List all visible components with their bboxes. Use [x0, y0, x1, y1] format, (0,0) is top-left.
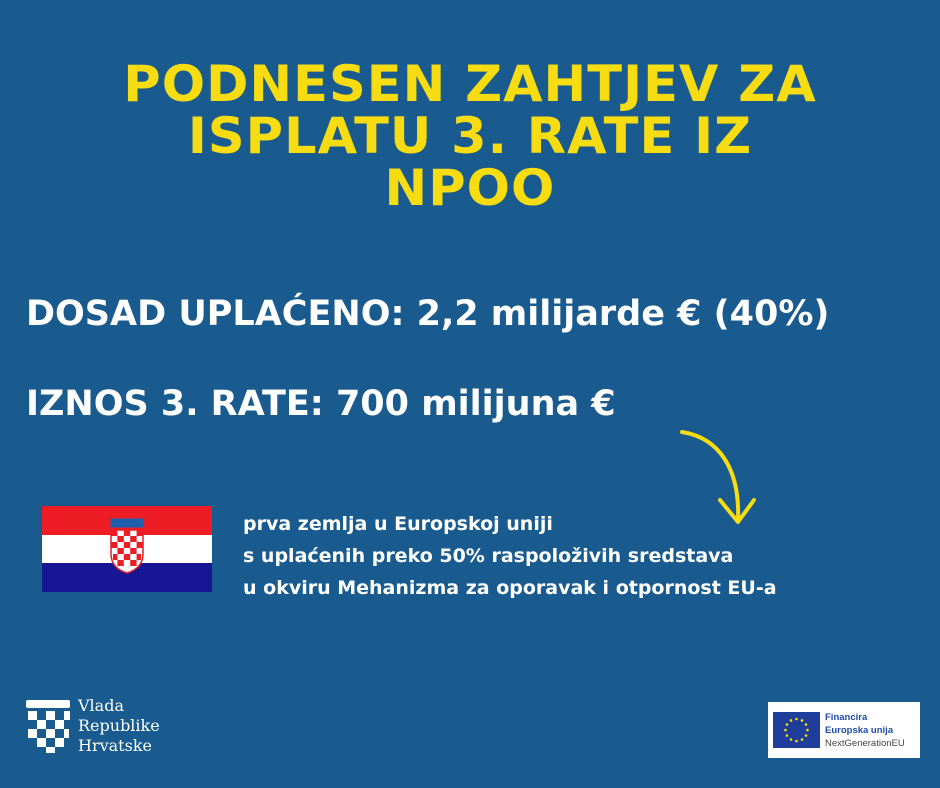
headline-line: NPOO	[384, 159, 556, 217]
eu-funding-badge: Financira Europska unija NextGenerationE…	[768, 702, 920, 758]
eu-badge-line: Financira	[825, 712, 868, 723]
paid-amount: DOSAD UPLAĆENO: 2,2 milijarde € (40%)	[26, 294, 830, 334]
headline: PODNESEN ZAHTJEV ZA ISPLATU 3. RATE IZ N…	[0, 58, 940, 214]
headline-line: PODNESEN ZAHTJEV ZA	[123, 55, 817, 113]
curved-arrow-icon	[680, 430, 756, 524]
eu-star	[789, 738, 793, 741]
eu-flag-icon	[773, 712, 820, 748]
eu-star	[785, 734, 789, 737]
croatian-flag	[42, 506, 212, 592]
logo-line: Republike	[78, 716, 160, 735]
government-logo-text: Vlada Republike Hrvatske	[78, 696, 160, 756]
eu-badge-line: NextGenerationEU	[825, 738, 905, 749]
eu-star	[795, 739, 798, 743]
description: prva zemlja u Europskoj uniji s uplaćeni…	[243, 508, 777, 604]
government-coat-of-arms-icon	[26, 700, 70, 753]
eu-star	[785, 723, 789, 726]
eu-star	[800, 719, 804, 722]
eu-star	[789, 719, 793, 722]
headline-line: ISPLATU 3. RATE IZ	[187, 107, 753, 165]
eu-star	[806, 728, 809, 732]
logo-line: Vlada	[78, 696, 124, 715]
installment-amount: IZNOS 3. RATE: 700 milijuna €	[26, 384, 616, 424]
description-line: prva zemlja u Europskoj uniji	[243, 513, 553, 535]
eu-star	[784, 728, 787, 732]
eu-star	[804, 734, 808, 737]
eu-star	[800, 738, 804, 741]
eu-star	[795, 717, 798, 721]
coat-of-arms-icon	[109, 518, 145, 574]
description-line: s uplaćenih preko 50% raspoloživih sreds…	[243, 545, 734, 567]
description-line: u okviru Mehanizma za oporavak i otporno…	[243, 577, 777, 599]
eu-star	[804, 723, 808, 726]
eu-badge-line: Europska unija	[825, 725, 894, 736]
logo-line: Hrvatske	[78, 736, 152, 755]
